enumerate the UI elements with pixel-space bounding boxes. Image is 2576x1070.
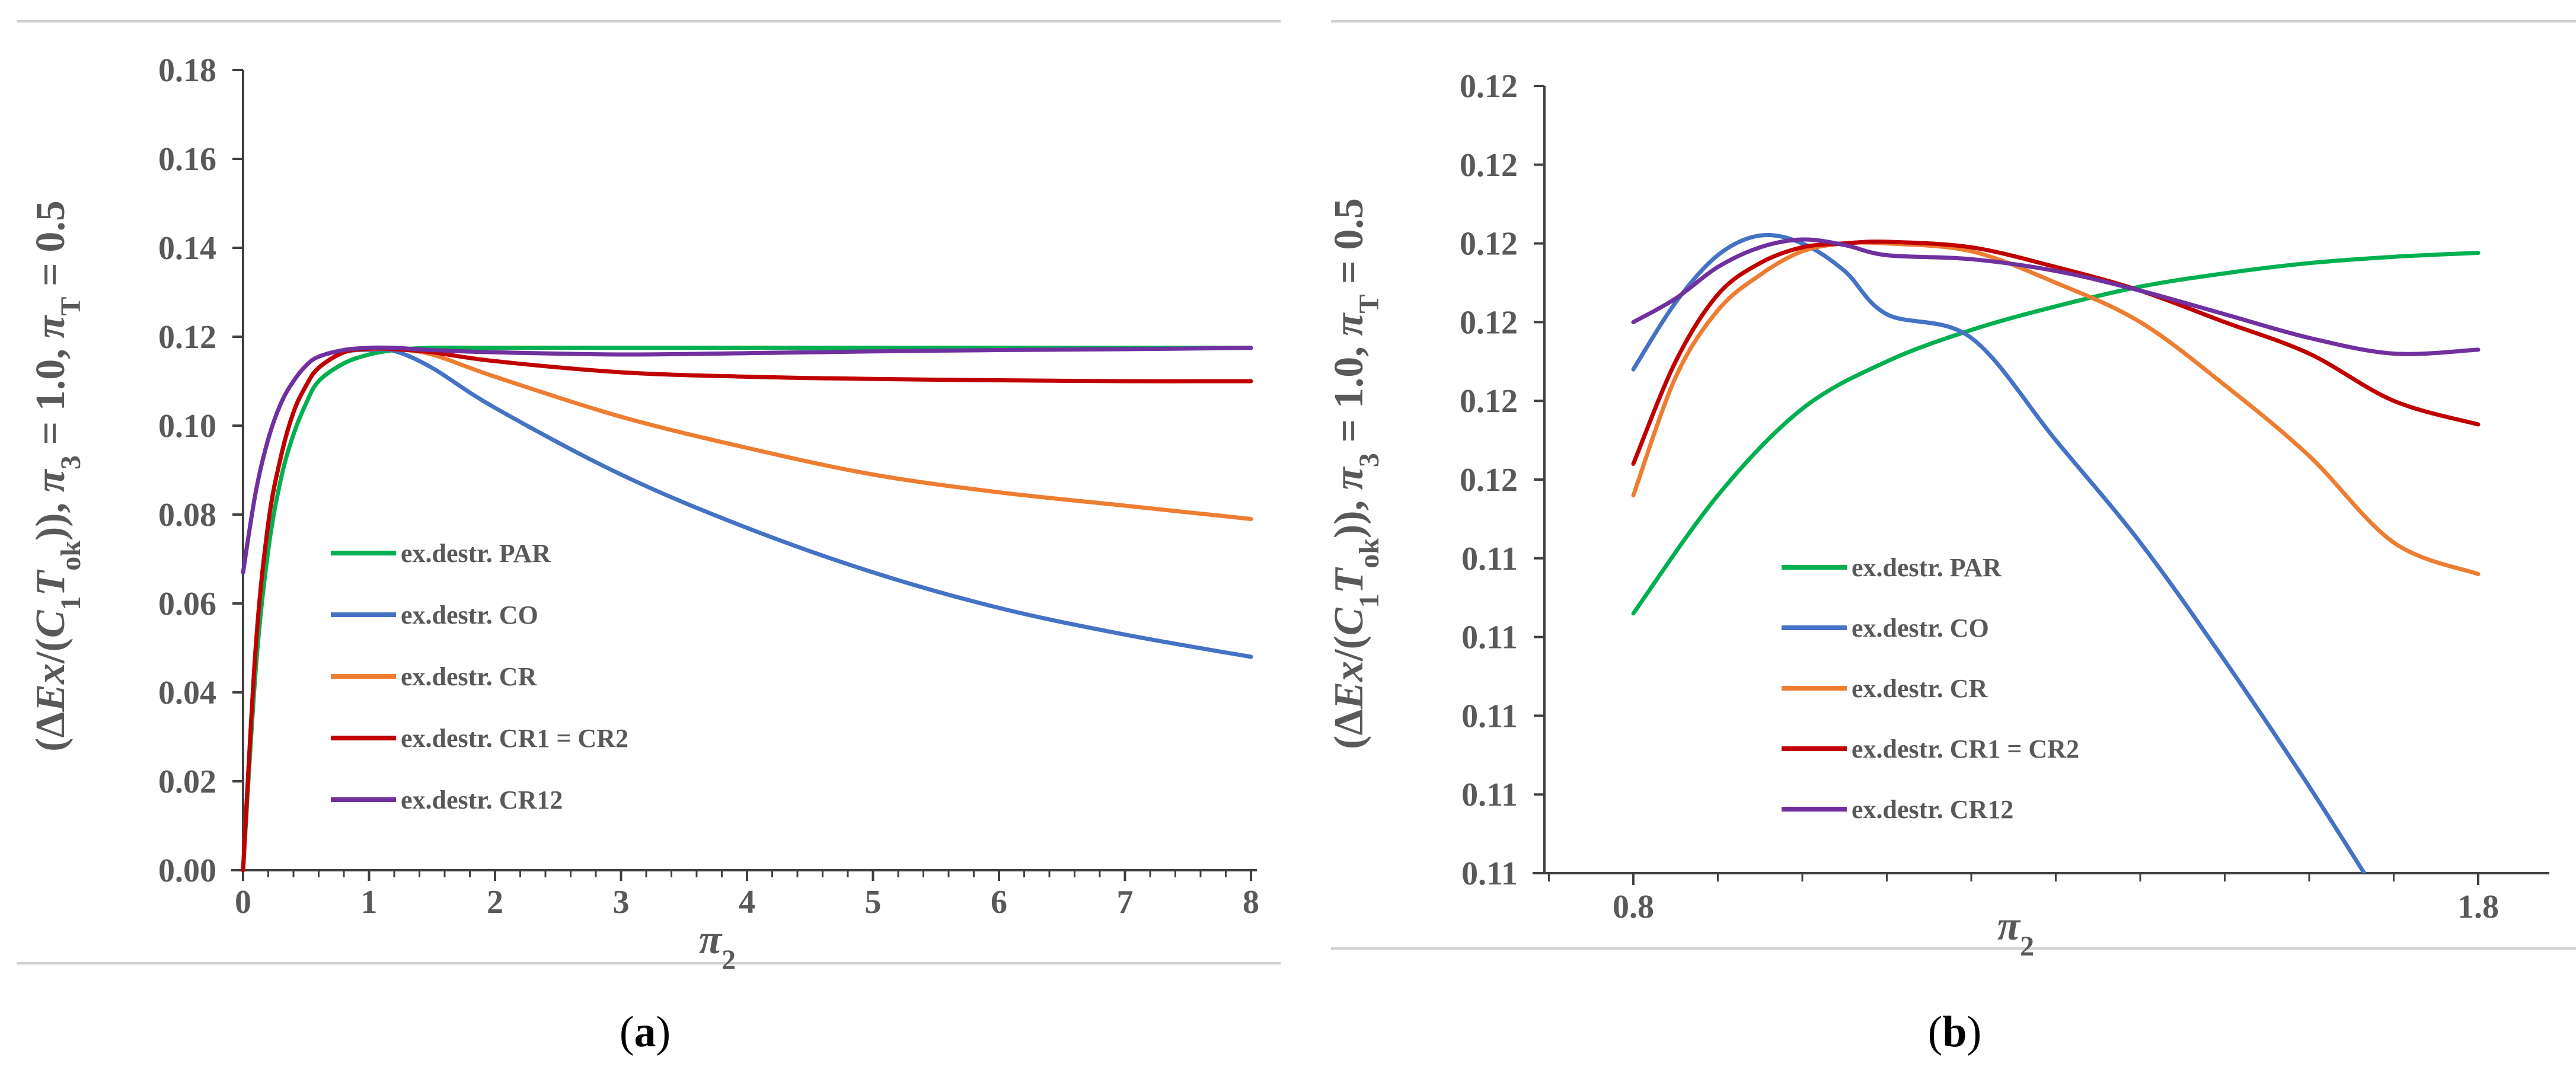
- y-tick-label: 0.12: [1460, 226, 1518, 263]
- y-tick-label: 0.12: [1460, 462, 1518, 499]
- series-line-2: [1631, 232, 2367, 873]
- chart-panel-b: 0.11 0.11 0.11 0.11 0.11 0.12 0.12 0.12 0.12 0.12…: [1326, 68, 2549, 1056]
- legend-label-2: ex.destr. CO: [1852, 614, 1989, 643]
- x-tick-label: 1.8: [2457, 889, 2499, 925]
- y-axis-title: (ΔEx/(C1Tok)), π3 = 1.0, πT = 0.5: [1326, 198, 1385, 749]
- x-tick-label: 8: [1243, 884, 1259, 921]
- y-tick-label: 0.12: [1460, 304, 1518, 341]
- panel-label: (a): [620, 1008, 671, 1056]
- x-tick-label: 5: [865, 884, 882, 921]
- series-line-4: [241, 346, 1253, 873]
- y-tick-label: 0.12: [1460, 68, 1518, 105]
- legend: ex.destr. PAR ex.destr. CO ex.destr. CR ex.…: [1782, 553, 2079, 824]
- y-tick-label: 0.04: [158, 675, 216, 711]
- legend-label-2: ex.destr. CO: [401, 601, 538, 630]
- chart-panel-a: 0.00 0.02 0.04 0.06 0.08 0.10 0.12 0.14 0.16 0.18…: [28, 52, 1259, 1056]
- x-tick-label: 0.8: [1613, 889, 1654, 925]
- legend-label-3: ex.destr. CR: [1852, 674, 1988, 703]
- x-tick-label: 2: [487, 884, 503, 921]
- y-tick-label: 0.11: [1461, 777, 1518, 813]
- series-group: [1631, 232, 2481, 873]
- x-tick-label: 7: [1117, 884, 1134, 921]
- series-line-4: [1631, 239, 2481, 466]
- y-tick-label: 0.18: [158, 52, 216, 89]
- series-line-1: [241, 345, 1253, 873]
- legend-label-4: ex.destr. CR1 = CR2: [1852, 734, 2079, 764]
- x-tick-label: 0: [235, 884, 251, 921]
- y-tick-label: 0.12: [158, 319, 216, 356]
- legend-label-1: ex.destr. PAR: [1852, 553, 2002, 582]
- x-axis-title: π2: [1997, 903, 2034, 962]
- y-axis-title: (ΔEx/(C1Tok)), π3 = 1.0, πT = 0.5: [28, 200, 87, 752]
- y-tick-label: 0.11: [1461, 698, 1518, 734]
- x-tick-label: 1: [361, 884, 378, 921]
- series-line-5: [241, 345, 1253, 574]
- x-tick-label: 4: [739, 884, 755, 921]
- legend-label-1: ex.destr. PAR: [401, 539, 551, 568]
- panel-label: (b): [1928, 1008, 1981, 1056]
- series-line-5: [1631, 237, 2481, 356]
- y-tick-label: 0.12: [1460, 147, 1518, 184]
- legend: ex.destr. PAR ex.destr. CO ex.destr. CR ex.…: [331, 539, 628, 815]
- y-tick-label: 0.11: [1461, 619, 1518, 656]
- legend-label-3: ex.destr. CR: [401, 662, 538, 691]
- y-tick-label: 0.11: [1461, 855, 1518, 892]
- y-tick-label: 0.16: [158, 141, 216, 178]
- y-tick-label: 0.02: [158, 764, 216, 800]
- x-axis-title: π2: [699, 917, 736, 976]
- x-tick-label: 6: [991, 884, 1007, 921]
- series-line-3: [241, 346, 1253, 873]
- legend-label-5: ex.destr. CR12: [401, 785, 563, 815]
- series-line-3: [1631, 240, 2481, 576]
- legend-label-5: ex.destr. CR12: [1852, 795, 2013, 824]
- y-tick-label: 0.00: [158, 852, 216, 889]
- x-tick-label: 3: [613, 884, 630, 921]
- series-line-1: [1631, 251, 2481, 616]
- legend-label-4: ex.destr. CR1 = CR2: [401, 724, 628, 753]
- y-tick-label: 0.14: [158, 230, 216, 267]
- series-line-2: [241, 347, 1253, 873]
- y-tick-label: 0.12: [1460, 383, 1518, 420]
- y-tick-label: 0.06: [158, 586, 216, 622]
- y-tick-label: 0.11: [1461, 541, 1518, 577]
- y-tick-label: 0.08: [158, 497, 216, 534]
- y-tick-label: 0.10: [158, 408, 216, 445]
